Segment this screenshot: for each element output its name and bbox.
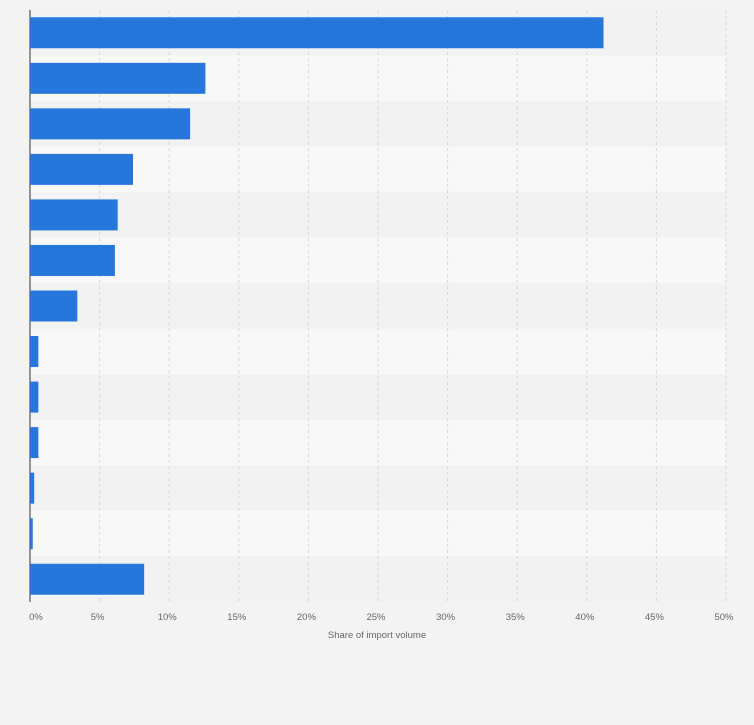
bar: [30, 427, 39, 459]
bar: [30, 518, 33, 550]
bar: [30, 336, 39, 368]
x-tick-label: 25%: [366, 612, 386, 623]
bar: [30, 472, 35, 504]
x-tick-label: 45%: [645, 612, 665, 623]
bar: [30, 62, 206, 94]
bar: [30, 17, 604, 49]
bar: [30, 381, 39, 413]
x-axis-ticks: 0% 5% 10% 15% 20% 25% 30% 35% 40% 45% 50%: [29, 612, 734, 623]
x-tick-label: 15%: [227, 612, 247, 623]
x-tick-label: 40%: [575, 612, 595, 623]
x-tick-label: 50%: [714, 612, 734, 623]
bar: [30, 108, 191, 140]
x-tick-label: 30%: [436, 612, 456, 623]
bars: [30, 17, 604, 595]
bar: [30, 244, 115, 276]
bar: [30, 563, 145, 595]
x-tick-label: 0%: [29, 612, 43, 623]
gridlines: [99, 10, 727, 602]
x-axis-title: Share of import volume: [328, 630, 426, 641]
x-tick-label: 20%: [297, 612, 317, 623]
x-tick-label: 35%: [506, 612, 526, 623]
x-tick-label: 10%: [158, 612, 178, 623]
bar: [30, 290, 78, 322]
bar: [30, 153, 134, 185]
bar: [30, 199, 118, 231]
x-tick-label: 5%: [91, 612, 105, 623]
